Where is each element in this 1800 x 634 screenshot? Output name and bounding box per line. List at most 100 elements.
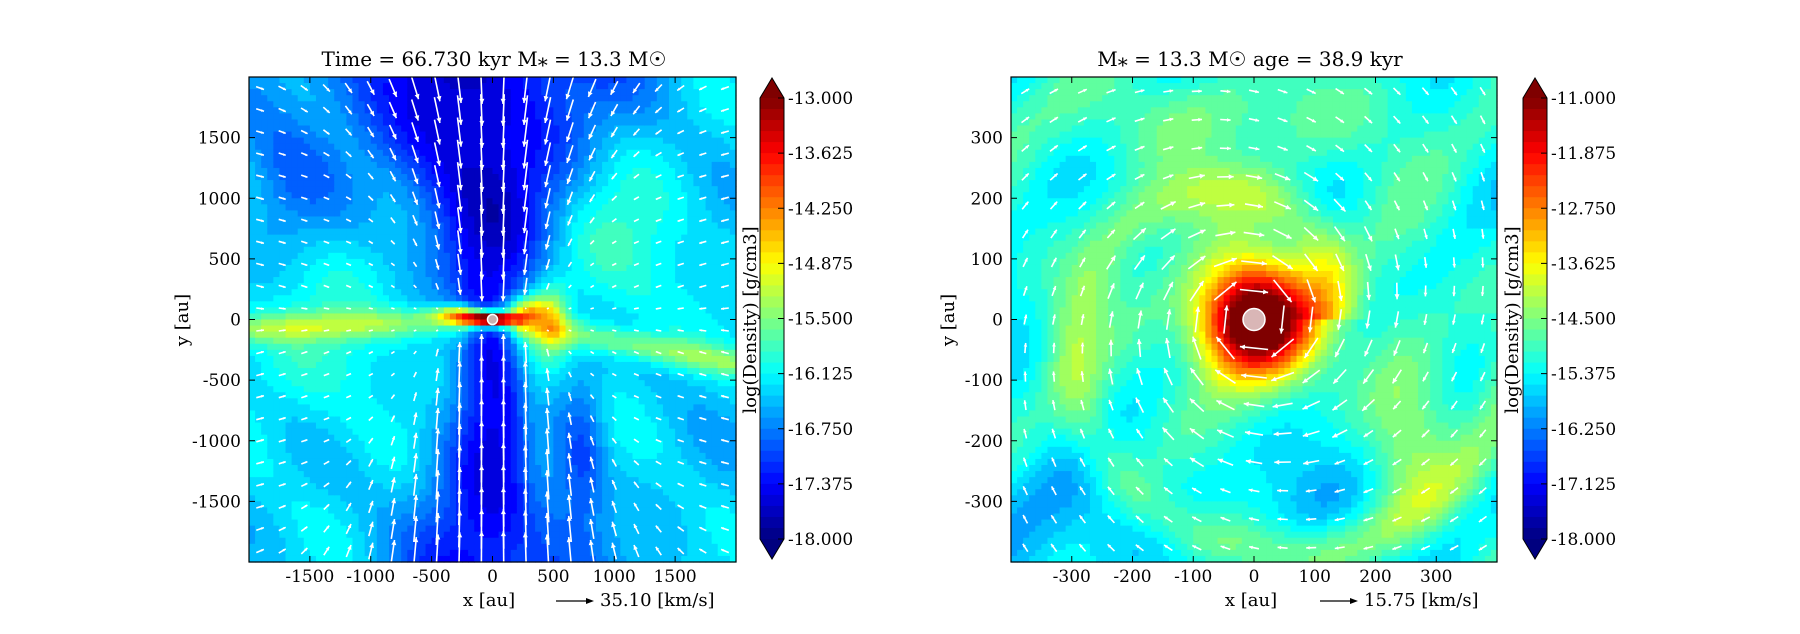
density-cell: [297, 234, 305, 242]
density-cell: [583, 495, 591, 502]
density-cell: [395, 167, 402, 175]
density-cell: [595, 537, 603, 545]
density-cell: [346, 161, 354, 169]
density-cell: [498, 446, 506, 454]
density-cell: [279, 174, 287, 181]
density-cell: [309, 416, 317, 424]
density-cell: [498, 137, 506, 145]
density-cell: [565, 349, 573, 357]
density-cell: [480, 234, 488, 242]
density-cell: [285, 489, 293, 496]
density-cell: [486, 477, 494, 484]
density-cell: [425, 83, 433, 90]
density-cell: [291, 549, 299, 557]
density-cell: [462, 119, 469, 127]
density-cell: [425, 180, 433, 187]
density-cell: [486, 295, 494, 302]
density-cell: [346, 210, 354, 218]
density-cell: [407, 343, 414, 351]
density-cell: [474, 283, 481, 290]
density-cell: [583, 537, 591, 545]
density-cell: [620, 452, 628, 460]
density-cell: [535, 101, 542, 108]
density-cell: [431, 131, 439, 139]
density-cell: [559, 331, 567, 339]
density-cell: [267, 392, 274, 399]
density-cell: [309, 495, 317, 502]
density-cell: [449, 161, 457, 169]
density-cell: [297, 507, 305, 515]
density-cell: [498, 398, 506, 405]
density-cell: [340, 519, 347, 527]
density-cell: [340, 101, 347, 108]
density-cell: [419, 155, 427, 163]
density-cell: [261, 368, 268, 375]
density-cell: [315, 422, 323, 430]
density-cell: [303, 155, 311, 163]
density-cell: [334, 525, 341, 533]
density-cell: [443, 210, 451, 218]
density-cell: [583, 555, 591, 563]
density-cell: [462, 452, 469, 460]
density-cell: [486, 404, 494, 412]
density-cell: [279, 161, 287, 169]
density-cell: [577, 458, 585, 466]
density-cell: [315, 252, 323, 260]
density-cell: [376, 531, 384, 539]
density-cell: [498, 458, 506, 466]
density-cell: [529, 271, 536, 278]
density-cell: [249, 434, 256, 442]
density-cell: [480, 77, 488, 84]
density-cell: [370, 331, 378, 339]
density-cell: [510, 228, 518, 236]
density-cell: [382, 258, 390, 266]
density-cell: [346, 434, 354, 442]
density-cell: [261, 452, 268, 460]
density-cell: [553, 186, 561, 193]
density-cell: [535, 446, 542, 454]
density-cell: [529, 289, 536, 296]
density-cell: [529, 192, 536, 199]
density-cell: [486, 337, 494, 345]
density-cell: [279, 137, 287, 145]
density-cell: [510, 465, 518, 472]
density-cell: [589, 240, 597, 248]
density-cell: [437, 143, 445, 151]
density-cell: [620, 149, 628, 157]
density-cell: [608, 319, 615, 327]
density-cell: [291, 301, 299, 308]
density-cell: [571, 368, 579, 375]
density-cell: [595, 440, 603, 448]
density-cell: [358, 113, 366, 121]
density-cell: [553, 531, 561, 539]
density-cell: [279, 519, 287, 527]
density-cell: [474, 174, 481, 181]
density-cell: [407, 392, 414, 399]
density-cell: [382, 283, 390, 290]
density-cell: [474, 180, 481, 187]
density-cell: [571, 380, 579, 387]
density-cell: [315, 495, 323, 502]
density-cell: [474, 131, 481, 139]
density-cell: [614, 446, 621, 454]
density-cell: [504, 307, 512, 315]
density-cell: [602, 325, 609, 333]
density-cell: [437, 319, 445, 327]
density-cell: [510, 386, 518, 393]
density-cell: [608, 258, 615, 266]
density-cell: [413, 489, 421, 496]
density-cell: [358, 101, 366, 108]
density-cell: [589, 361, 597, 369]
density-cell: [419, 307, 427, 315]
density-cell: [583, 192, 591, 199]
density-cell: [255, 513, 262, 521]
density-cell: [376, 349, 384, 357]
density-cell: [608, 210, 615, 218]
density-cell: [425, 325, 433, 333]
density-cell: [413, 440, 421, 448]
density-cell: [315, 325, 323, 333]
density-cell: [553, 361, 561, 369]
density-cell: [376, 125, 384, 133]
density-cell: [273, 404, 281, 412]
density-cell: [352, 149, 360, 157]
